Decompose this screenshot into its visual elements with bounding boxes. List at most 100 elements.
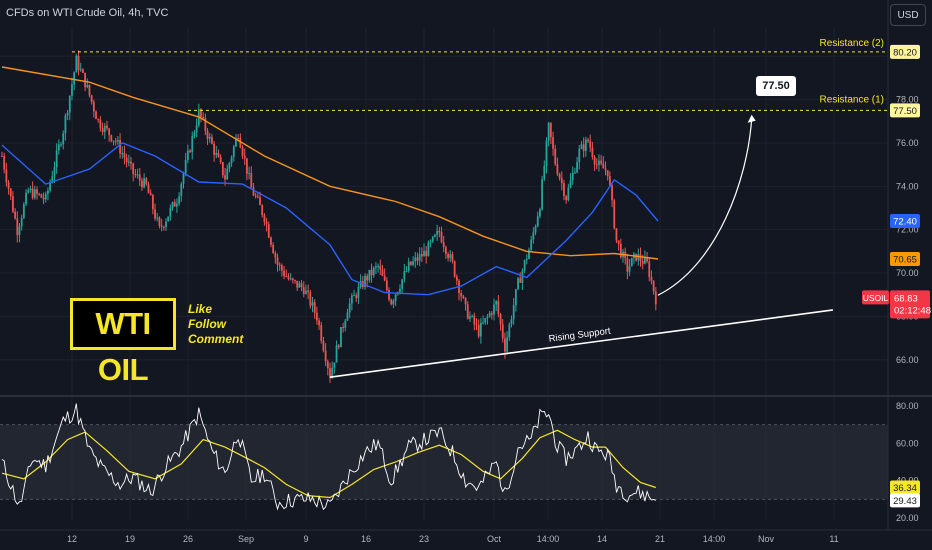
candle [598,160,600,165]
price-axis-tick: 72.00 [896,225,919,235]
candle [488,313,491,317]
candle [248,173,250,175]
candle [475,324,478,326]
candle [525,258,528,261]
candle [600,160,603,164]
candle [593,156,596,165]
candle [626,258,629,272]
candle [499,314,502,325]
candle [176,203,178,207]
candle [337,345,340,348]
candle [536,216,539,227]
candle [256,196,259,198]
candle [66,112,69,116]
projection-arrowhead [747,114,756,123]
candle [123,152,126,158]
candle [567,187,570,201]
rsi-axis-tick: 80.00 [896,401,919,411]
candle [530,239,533,250]
candle [606,170,609,177]
candle [219,157,222,163]
candle [514,289,517,306]
rising-support-line [329,309,834,378]
candle [466,304,469,319]
target-callout: 77.50 [756,76,796,96]
time-axis-tick: 14:00 [537,534,560,544]
candle [49,182,52,191]
candle [57,144,60,151]
time-axis-tick: 16 [361,534,371,544]
candle [608,176,611,186]
candle [322,340,325,351]
candle [252,187,255,196]
candle [193,132,196,136]
candle [545,140,548,167]
candle [182,173,185,184]
candle [171,202,174,208]
candle [180,183,183,197]
candle [416,257,419,261]
candle [637,254,640,261]
rsi-ma-tag-bg [890,480,920,495]
candle [86,84,89,88]
candle [291,278,294,281]
candle [611,185,613,201]
candle [270,237,272,245]
rsi-axis-tick: 60.00 [896,438,919,448]
time-axis-tick: 23 [419,534,429,544]
ma-orange-line [1,66,659,260]
candle [388,290,390,300]
time-axis-tick: 26 [183,534,193,544]
candle [379,265,382,270]
candle [20,217,23,227]
candle [350,295,353,304]
resistance-1-price-tag: 77.50 [893,106,917,117]
candle [366,276,369,281]
currency-button[interactable]: USD [890,4,926,26]
projection-curve [657,118,753,296]
candle [110,135,113,141]
candle [501,324,504,339]
candle [539,209,541,217]
candle [5,169,8,183]
candle [451,254,454,262]
candle [169,207,172,217]
candle [274,253,277,258]
candle [202,116,205,118]
candle [62,133,65,145]
candle [206,130,209,139]
candle [403,271,406,280]
candle [359,281,362,288]
resistance-2-price-tag-bg [890,44,920,59]
candle [473,315,476,325]
candle [114,140,117,142]
candle [635,253,638,261]
candle [344,320,347,328]
candle [497,301,500,315]
rsi-ma-tag: 36.34 [893,483,917,494]
candle [346,312,349,321]
candle [340,327,342,348]
rsi-ma-line [1,429,656,499]
candle [311,302,314,306]
candle [641,260,644,264]
time-axis-tick: 19 [125,534,135,544]
candle [119,139,121,154]
candle [191,135,194,153]
candle [213,143,216,155]
candle [84,72,86,88]
symbol-tag: USOIL [863,293,889,303]
candle [348,303,351,313]
cta-comment: Comment [188,332,244,346]
cta-like: Like [188,302,213,316]
candle [313,302,316,313]
candle [427,242,430,257]
candle [490,313,493,315]
candle [215,152,218,155]
candle [302,287,305,295]
candle [613,200,616,229]
candle [143,178,146,188]
candle [650,277,653,281]
candle [108,128,111,136]
candle [392,300,395,305]
